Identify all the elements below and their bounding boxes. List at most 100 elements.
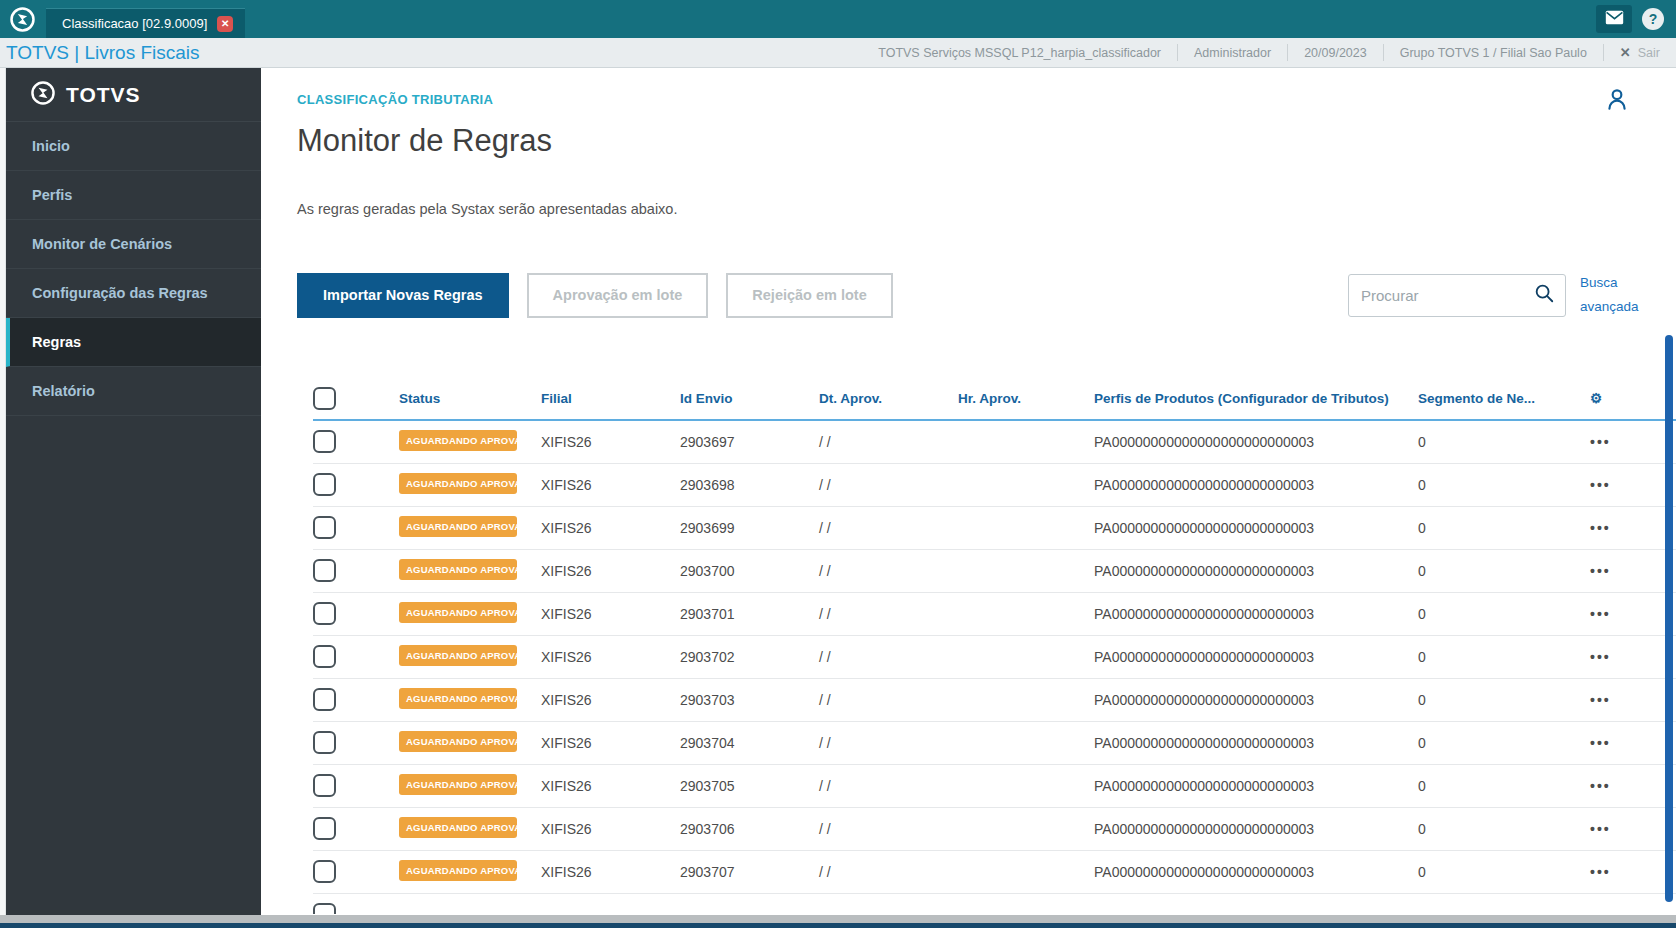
sidebar-brand-label: TOTVS (66, 83, 141, 107)
cell-id-envio: 2903704 (680, 735, 819, 751)
tab-classificacao[interactable]: Classificacao [02.9.0009] ✕ (46, 8, 245, 38)
window-titlebar: Classificacao [02.9.0009] ✕ ? (0, 0, 1676, 38)
col-dt-aprov[interactable]: Dt. Aprov. (819, 391, 958, 406)
row-actions-icon[interactable]: ••• (1590, 821, 1676, 837)
cell-id-envio: 2903705 (680, 778, 819, 794)
horizontal-scrollbar[interactable] (0, 915, 1676, 923)
cell-dt-aprov: / / (819, 735, 958, 751)
window-bottom-border (0, 923, 1676, 928)
cell-dt-aprov: / / (819, 821, 958, 837)
select-all-checkbox[interactable] (313, 387, 336, 410)
tab-close-icon[interactable]: ✕ (217, 16, 233, 32)
row-checkbox[interactable] (313, 860, 336, 883)
status-badge: AGUARDANDO APROVAÇÃO (399, 817, 517, 838)
search-input[interactable] (1361, 287, 1533, 304)
status-badge: AGUARDANDO APROVAÇÃO (399, 860, 517, 881)
cell-id-envio: 2903701 (680, 606, 819, 622)
row-actions-icon[interactable]: ••• (1590, 692, 1676, 708)
main-content: CLASSIFICAÇÃO TRIBUTARIA Monitor de Regr… (261, 68, 1676, 917)
col-status[interactable]: Status (399, 391, 541, 406)
status-badge: AGUARDANDO APROVAÇÃO (399, 473, 517, 494)
col-segmento[interactable]: Segmento de Ne... (1418, 391, 1590, 406)
row-actions-icon[interactable]: ••• (1590, 735, 1676, 751)
cell-filial: XIFIS26 (541, 821, 680, 837)
totvs-logo-icon (0, 0, 44, 38)
table-header-row: Status Filial Id Envio Dt. Aprov. Hr. Ap… (313, 378, 1676, 421)
search-icon[interactable] (1533, 282, 1555, 308)
table-row: AGUARDANDO APROVAÇÃO XIFIS26 2903698 / /… (313, 464, 1676, 507)
col-id-envio[interactable]: Id Envio (680, 391, 819, 406)
row-checkbox[interactable] (313, 473, 336, 496)
status-badge: AGUARDANDO APROVAÇÃO (399, 688, 517, 709)
sidebar-item-configuração-das-regras[interactable]: Configuração das Regras (6, 269, 261, 318)
sidebar-brand: TOTVS (6, 68, 261, 122)
vertical-scrollbar[interactable] (1665, 335, 1673, 902)
cell-segmento: 0 (1418, 606, 1590, 622)
row-checkbox[interactable] (313, 817, 336, 840)
cell-segmento: 0 (1418, 864, 1590, 880)
column-settings-gear-icon[interactable]: ⚙ (1590, 390, 1676, 406)
table-row: AGUARDANDO APROVAÇÃO XIFIS26 2903702 / /… (313, 636, 1676, 679)
cell-id-envio: 2903703 (680, 692, 819, 708)
row-checkbox[interactable] (313, 903, 336, 914)
cell-filial: XIFIS26 (541, 434, 680, 450)
row-checkbox[interactable] (313, 516, 336, 539)
table-row: AGUARDANDO APROVAÇÃO XIFIS26 2903703 / /… (313, 679, 1676, 722)
cell-id-envio: 2903697 (680, 434, 819, 450)
logout-button[interactable]: ✕ Sair (1603, 44, 1676, 61)
cell-perfil: PA00000000000000000000000003 (1094, 606, 1418, 622)
sidebar-item-perfis[interactable]: Perfis (6, 171, 261, 220)
row-actions-icon[interactable]: ••• (1590, 864, 1676, 880)
tab-title: Classificacao [02.9.0009] (62, 16, 207, 31)
row-actions-icon[interactable]: ••• (1590, 778, 1676, 794)
cell-filial: XIFIS26 (541, 735, 680, 751)
row-checkbox[interactable] (313, 688, 336, 711)
row-actions-icon[interactable]: ••• (1590, 563, 1676, 579)
cell-id-envio: 2903702 (680, 649, 819, 665)
row-checkbox[interactable] (313, 645, 336, 668)
row-actions-icon[interactable]: ••• (1590, 477, 1676, 493)
sidebar-item-inicio[interactable]: Inicio (6, 122, 261, 171)
row-actions-icon[interactable]: ••• (1590, 520, 1676, 536)
row-checkbox[interactable] (313, 559, 336, 582)
help-icon[interactable]: ? (1642, 8, 1664, 30)
mail-icon (1605, 10, 1624, 29)
cell-perfil: PA00000000000000000000000003 (1094, 735, 1418, 751)
batch-approve-button[interactable]: Aprovação em lote (527, 273, 709, 318)
cell-segmento: 0 (1418, 778, 1590, 794)
session-info: TOTVS Serviços MSSQL P12_harpia_classifi… (862, 38, 1676, 67)
sidebar-item-monitor-de-cenários[interactable]: Monitor de Cenários (6, 220, 261, 269)
cell-perfil: PA00000000000000000000000003 (1094, 477, 1418, 493)
row-actions-icon[interactable]: ••• (1590, 434, 1676, 450)
col-filial[interactable]: Filial (541, 391, 680, 406)
toolbar: Importar Novas Regras Aprovação em lote … (297, 271, 1676, 320)
row-checkbox[interactable] (313, 731, 336, 754)
table-row: AGUARDANDO APROVAÇÃO XIFIS26 2903706 / /… (313, 808, 1676, 851)
logout-x-icon: ✕ (1620, 45, 1631, 60)
cell-filial: XIFIS26 (541, 606, 680, 622)
table-row: AGUARDANDO APROVAÇÃO XIFIS26 2903700 / /… (313, 550, 1676, 593)
col-hr-aprov[interactable]: Hr. Aprov. (958, 391, 1094, 406)
col-perfis[interactable]: Perfis de Produtos (Configurador de Trib… (1094, 391, 1418, 406)
row-actions-icon[interactable]: ••• (1590, 606, 1676, 622)
sidebar-item-relatório[interactable]: Relatório (6, 367, 261, 416)
row-checkbox[interactable] (313, 430, 336, 453)
user-profile-icon[interactable] (1604, 86, 1630, 116)
sidebar-item-regras[interactable]: Regras (6, 318, 261, 367)
advanced-search-link[interactable]: Busca avançada (1580, 271, 1656, 320)
row-checkbox[interactable] (313, 774, 336, 797)
table-row: AGUARDANDO APROVAÇÃO XIFIS26 2903701 / /… (313, 593, 1676, 636)
cell-segmento: 0 (1418, 735, 1590, 751)
cell-perfil: PA00000000000000000000000003 (1094, 563, 1418, 579)
mail-button[interactable] (1596, 5, 1632, 33)
row-checkbox[interactable] (313, 602, 336, 625)
batch-reject-button[interactable]: Rejeição em lote (726, 273, 892, 318)
status-badge: AGUARDANDO APROVAÇÃO (399, 645, 517, 666)
cell-perfil: PA00000000000000000000000003 (1094, 520, 1418, 536)
row-actions-icon[interactable]: ••• (1590, 649, 1676, 665)
cell-perfil: PA00000000000000000000000003 (1094, 864, 1418, 880)
import-rules-button[interactable]: Importar Novas Regras (297, 273, 509, 318)
cell-perfil: PA00000000000000000000000003 (1094, 692, 1418, 708)
status-badge: AGUARDANDO APROVAÇÃO (399, 430, 517, 451)
status-badge: AGUARDANDO APROVAÇÃO (399, 516, 517, 537)
